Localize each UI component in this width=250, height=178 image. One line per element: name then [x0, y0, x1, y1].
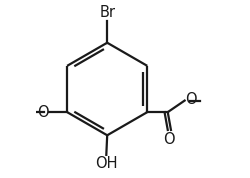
- Text: O: O: [186, 92, 197, 107]
- Text: O: O: [37, 105, 49, 120]
- Text: Br: Br: [99, 6, 115, 20]
- Text: O: O: [164, 132, 175, 147]
- Text: OH: OH: [95, 156, 118, 171]
